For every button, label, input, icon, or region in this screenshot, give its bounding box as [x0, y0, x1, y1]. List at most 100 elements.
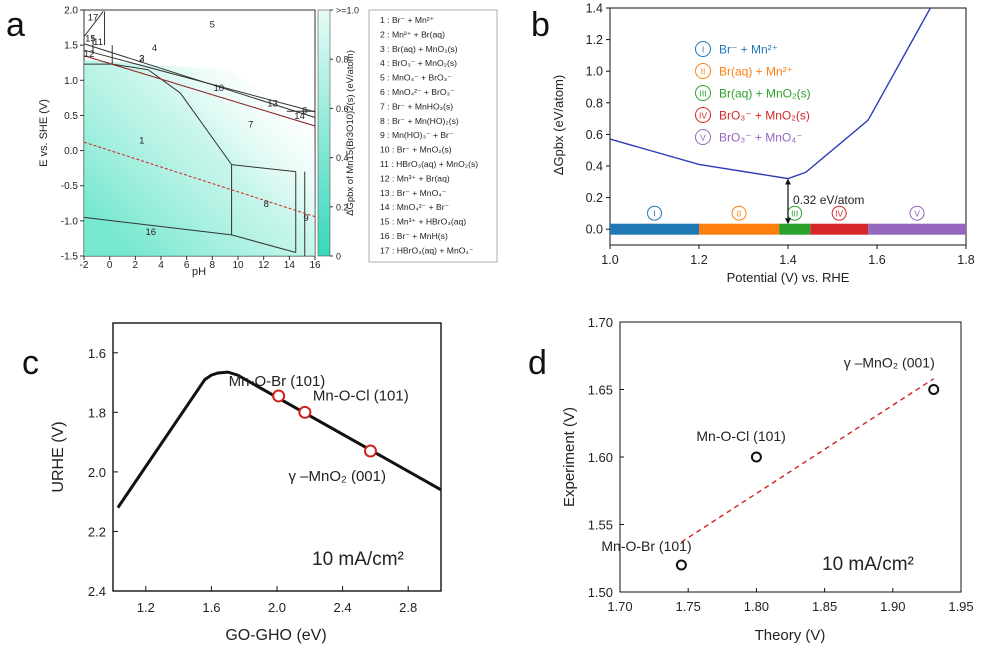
- phase-boundary: [83, 11, 104, 38]
- y-label-c: URHE (V): [50, 421, 67, 492]
- x-tick-label: 4: [158, 260, 164, 271]
- x-tick-label: 14: [284, 260, 296, 271]
- hydrogen-line: [83, 141, 316, 218]
- phase-bands-b: I II III IV V: [610, 205, 966, 235]
- legend-entry: 7 : Br⁻ + MnHO₂(s): [380, 101, 453, 111]
- panel-letter-b: b: [531, 6, 550, 44]
- point-label: γ –MnO₂ (001): [844, 355, 935, 371]
- x-label-d: Theory (V): [755, 627, 826, 644]
- panel-letter-a: a: [6, 6, 25, 44]
- y-tick-label: 0.2: [586, 191, 603, 205]
- legend-entry: 17 : HBrO₃(aq) + MnO₄⁻: [380, 245, 474, 255]
- legend-entry: 1 : Br⁻ + Mn²⁺: [380, 15, 435, 25]
- y-label-b: ΔGpbx (eV/atom): [551, 75, 566, 175]
- panel-b-line: I II III IV V 0.32 eV/atom I Br⁻ + Mn²⁺II Br(a…: [551, 2, 975, 286]
- region-label: 5: [210, 20, 215, 31]
- x-tick-label: 1.4: [779, 253, 796, 267]
- point-label: γ –MnO₂ (001): [288, 468, 386, 485]
- band-marker: [909, 205, 925, 221]
- phase-boundary: [83, 216, 232, 236]
- data-point: [272, 389, 286, 403]
- x-tick-label: -2: [80, 260, 89, 271]
- colorbar-tick-label: 0.4: [336, 153, 349, 163]
- legend-entry: 2 : Mn²⁺ + Br(aq): [380, 29, 445, 39]
- y-tick-label: 1.0: [64, 76, 78, 87]
- y-ticks-b: 0.0 0.2 0.4 0.6 0.8 1.0 1.2 1.4: [586, 2, 610, 237]
- region-label: 12: [84, 49, 95, 60]
- panel-c-volcano: Mn-O-Br (101)Mn-O-Cl (101)γ –MnO₂ (001) …: [50, 322, 442, 644]
- x-tick-label: 16: [309, 260, 321, 271]
- x-tick-label: 2.4: [334, 600, 352, 615]
- region-label: 13: [267, 98, 278, 109]
- band-marker: [647, 205, 662, 221]
- phase-boundary: [83, 43, 316, 119]
- legend-num: I: [702, 45, 704, 55]
- y-tick-label: 2.0: [64, 6, 78, 17]
- band-label: I: [653, 209, 655, 219]
- band-label: V: [914, 209, 920, 219]
- region-label: 7: [248, 119, 253, 130]
- legend-num: III: [699, 89, 706, 99]
- colorbar-label-a: ΔGpbx of Mn15(Br3O10)2(s) (eV/atom): [345, 50, 356, 216]
- data-point: [750, 451, 762, 463]
- volcano-curve-c: [116, 370, 442, 509]
- x-tick-label: 1.80: [744, 599, 769, 614]
- region-label: 9: [303, 213, 308, 224]
- colorbar-a: [317, 9, 331, 257]
- phase-band: [699, 223, 780, 235]
- legend-text: Br(aq) + Mn²⁺: [719, 65, 793, 79]
- y-ticks-c: 1.6 1.8 2.0 2.2 2.4: [88, 346, 118, 599]
- y-tick-label: 1.60: [588, 450, 613, 465]
- legend-entry: 6 : MnO₄²⁻ + BrO₃⁻: [380, 87, 455, 97]
- colorbar-tick-label: 0.8: [336, 55, 349, 65]
- y-tick-label: 1.0: [586, 65, 603, 79]
- colorbar-ticks-a: >=1.0 0.8 0.6 0.4 0.2 0: [330, 6, 359, 262]
- energy-curve-b: [609, 7, 932, 180]
- colorbar-tick-label: 0: [336, 252, 341, 262]
- band-label: III: [791, 209, 798, 219]
- point-label: Mn-O-Br (101): [601, 538, 691, 554]
- region-label: 6: [302, 105, 307, 116]
- y-tick-label: 1.8: [88, 405, 106, 420]
- x-tick-label: 2: [133, 260, 139, 271]
- x-tick-label: 2.8: [399, 600, 417, 615]
- x-tick-label: 1.95: [948, 599, 973, 614]
- x-tick-label: 0: [107, 260, 113, 271]
- y-tick-label: -0.5: [61, 181, 79, 192]
- region-label: 14: [294, 111, 305, 122]
- legend-num: II: [701, 67, 706, 77]
- legend-text: Br⁻ + Mn²⁺: [719, 43, 778, 57]
- region-label: 2: [139, 53, 144, 64]
- panel-d-parity: Mn-O-Br (101)Mn-O-Cl (101)γ –MnO₂ (001) …: [561, 315, 974, 644]
- y-tick-label: 1.55: [588, 518, 613, 533]
- region-label: 8: [264, 199, 269, 210]
- phase-boundary: [112, 63, 149, 71]
- stability-gradient-a: [84, 60, 315, 256]
- x-tick-label: 1.8: [957, 253, 974, 267]
- y-tick-label: 2.0: [88, 465, 106, 480]
- phase-boundary: [231, 164, 296, 173]
- y-tick-label: 1.50: [588, 585, 613, 600]
- legend-entry: 15 : Mn³⁺ + HBrO₃(aq): [380, 217, 466, 227]
- phase-band: [610, 223, 699, 235]
- legend-a: 1 : Br⁻ + Mn²⁺ 2 : Mn²⁺ + Br(aq) 3 : Br(aq…: [380, 15, 478, 255]
- y-tick-label: 0.0: [64, 146, 78, 157]
- y-tick-label: 0.6: [586, 128, 603, 142]
- legend-marker: [695, 63, 711, 79]
- y-tick-label: 1.5: [64, 41, 78, 52]
- data-point: [675, 559, 687, 571]
- region-label: 15: [85, 34, 96, 45]
- data-point: [298, 405, 312, 419]
- colorbar-tick-label: 0.6: [336, 104, 349, 114]
- y-tick-label: 1.65: [588, 383, 613, 398]
- band-label: II: [737, 209, 742, 219]
- legend-marker: [695, 129, 711, 145]
- region-label: 3: [139, 53, 144, 64]
- phase-boundary: [147, 69, 181, 94]
- x-tick-label: 1.90: [880, 599, 905, 614]
- x-ticks-b: 1.0 1.2 1.4 1.6 1.8: [601, 245, 975, 267]
- x-ticks-d: 1.70 1.75 1.80 1.85 1.90 1.95: [607, 588, 974, 614]
- band-marker: [731, 205, 747, 221]
